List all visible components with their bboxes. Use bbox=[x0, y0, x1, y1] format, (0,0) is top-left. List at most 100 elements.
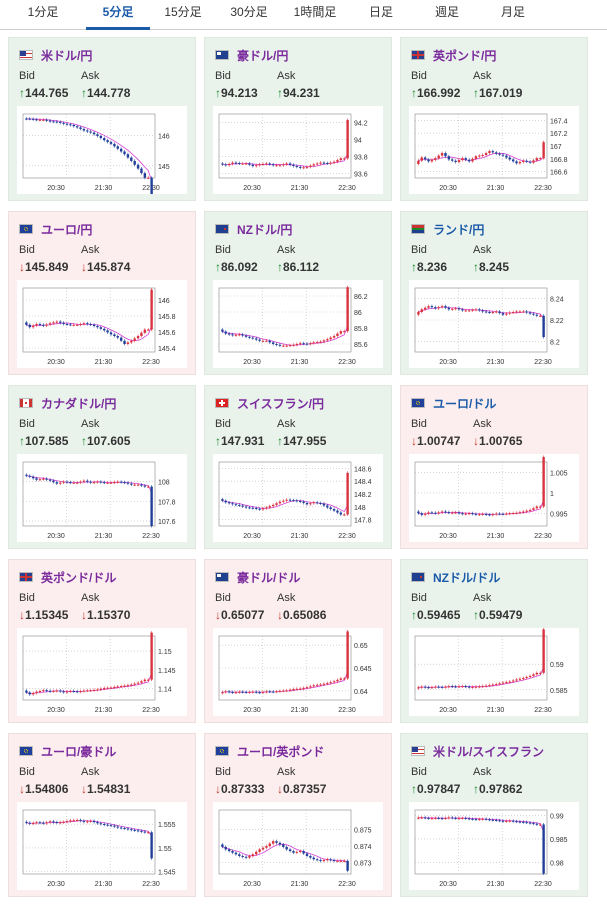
candle bbox=[319, 860, 322, 862]
rate-card[interactable]: 英ポンド/ドル Bid Ask ↓1.15345 ↓1.15370 1.15 1.145 1.… bbox=[8, 559, 196, 723]
tab-5[interactable]: 日足 bbox=[368, 5, 393, 19]
y-tick-label: 108 bbox=[158, 480, 170, 487]
rate-card[interactable]: 豪ドル/ドル Bid Ask ↓0.65077 ↓0.65086 0.65 0.645 0.6… bbox=[204, 559, 392, 723]
rate-card[interactable]: ユーロ/豪ドル Bid Ask ↓1.54806 ↓1.54831 1.555 1.55 1.… bbox=[8, 733, 196, 897]
pair-title[interactable]: 豪ドル/ドル bbox=[215, 570, 301, 585]
candle bbox=[72, 820, 75, 822]
ask-value: ↓1.54831 bbox=[81, 782, 131, 796]
tab-4[interactable]: 1時間足 bbox=[293, 5, 337, 19]
rate-card[interactable]: 豪ドル/円 Bid Ask ↑94.213 ↑94.231 94.2 94 93.8 93.6 2… bbox=[204, 37, 392, 201]
candle bbox=[123, 685, 126, 687]
rate-card[interactable]: スイスフラン/円 Bid Ask ↑147.931 ↑147.955 148.6 148.4… bbox=[204, 385, 392, 549]
candle bbox=[437, 512, 440, 514]
rate-card[interactable]: カナダドル/円 Bid Ask ↑107.585 ↑107.605 108 107.8 107… bbox=[8, 385, 196, 549]
candle bbox=[48, 821, 52, 823]
x-tick-label: 20:30 bbox=[47, 185, 65, 192]
y-tick-label: 0.875 bbox=[354, 828, 372, 835]
pair-title[interactable]: 米ドル/スイスフラン bbox=[411, 744, 544, 759]
rate-card[interactable]: ユーロ/ドル Bid Ask ↓1.00747 ↓1.00765 1.005 1 0.995 2… bbox=[400, 385, 588, 549]
candle bbox=[498, 513, 501, 515]
candle bbox=[251, 164, 255, 167]
rate-card[interactable]: ランド/円 Bid Ask ↑8.236 ↑8.245 8.24 8.22 8.2 20:30 2… bbox=[400, 211, 588, 375]
candle bbox=[69, 324, 72, 326]
pair-title[interactable]: カナダドル/円 bbox=[19, 396, 116, 411]
candle bbox=[55, 121, 59, 123]
tab-2[interactable]: 15分足 bbox=[164, 5, 202, 19]
candle bbox=[315, 684, 319, 686]
candle bbox=[312, 502, 315, 504]
candle bbox=[147, 486, 150, 488]
candle bbox=[275, 691, 278, 693]
candle bbox=[224, 500, 227, 503]
ask-label: Ask bbox=[81, 244, 100, 256]
pair-title[interactable]: ユーロ/豪ドル bbox=[19, 744, 116, 759]
pair-title[interactable]: 英ポンド/ドル bbox=[19, 570, 116, 585]
candle bbox=[326, 859, 329, 861]
x-tick-label: 20:30 bbox=[439, 185, 457, 192]
tab-3[interactable]: 30分足 bbox=[230, 5, 268, 19]
rate-card[interactable]: 米ドル/スイスフラン Bid Ask ↑0.97847 ↑0.97862 0.99 0.98… bbox=[400, 733, 588, 897]
rate-card[interactable]: NZドル/ドル Bid Ask ↑0.59465 ↑0.59479 0.59 0.585 20… bbox=[400, 559, 588, 723]
pair-title[interactable]: ユーロ/円 bbox=[19, 222, 92, 237]
candle bbox=[265, 163, 268, 165]
candle bbox=[25, 118, 28, 120]
tab-0[interactable]: 1分足 bbox=[27, 5, 59, 19]
tab-6[interactable]: 週足 bbox=[434, 5, 459, 19]
candle bbox=[86, 480, 89, 482]
moving-average-line bbox=[222, 500, 348, 512]
candle bbox=[454, 160, 457, 162]
candle bbox=[86, 323, 89, 325]
candle bbox=[319, 502, 322, 504]
candle bbox=[332, 860, 336, 862]
rate-card[interactable]: ユーロ/英ポンド Bid Ask ↓0.87333 ↓0.87357 0.875 0.874… bbox=[204, 733, 392, 897]
candle bbox=[471, 686, 474, 688]
pair-title[interactable]: 豪ドル/円 bbox=[215, 48, 288, 63]
rate-card[interactable]: ユーロ/円 Bid Ask ↓145.849 ↓145.874 146 145.8 145.6… bbox=[8, 211, 196, 375]
gb-flag bbox=[411, 50, 425, 60]
rate-card[interactable]: 英ポンド/円 Bid Ask ↑166.992 ↑167.019 167.4 167.2 16… bbox=[400, 37, 588, 201]
pair-title[interactable]: NZドル/円 bbox=[215, 222, 292, 237]
bid-label: Bid bbox=[411, 592, 427, 604]
candle bbox=[423, 686, 427, 688]
pair-title[interactable]: ランド/円 bbox=[411, 222, 484, 237]
candle bbox=[113, 825, 116, 827]
candle bbox=[346, 860, 349, 871]
candle bbox=[99, 135, 103, 139]
pair-title[interactable]: 英ポンド/円 bbox=[411, 48, 496, 63]
candle bbox=[143, 329, 147, 333]
candle bbox=[126, 685, 130, 687]
pair-title[interactable]: スイスフラン/円 bbox=[215, 396, 324, 411]
x-tick-label: 20:30 bbox=[243, 533, 261, 540]
pair-title[interactable]: 米ドル/円 bbox=[19, 48, 92, 63]
candle bbox=[231, 851, 234, 853]
arrow-down-icon: ↓ bbox=[411, 434, 417, 448]
tab-7[interactable]: 月足 bbox=[500, 5, 525, 19]
pair-title[interactable]: ユーロ/英ポンド bbox=[215, 744, 324, 759]
candle bbox=[38, 479, 42, 481]
chart-svg: 167.4 167.2 167 166.8 166.6 20:30 21:30 22:30 bbox=[414, 113, 568, 192]
candle bbox=[319, 162, 322, 164]
candle bbox=[28, 118, 31, 120]
candle bbox=[447, 156, 451, 160]
candle bbox=[48, 120, 52, 122]
candle bbox=[288, 345, 292, 347]
candle bbox=[312, 342, 315, 344]
bid-value: ↑0.97847 bbox=[411, 782, 461, 796]
tab-1[interactable]: 5分足 bbox=[86, 0, 150, 30]
candle bbox=[251, 691, 255, 693]
pair-title[interactable]: ユーロ/ドル bbox=[411, 396, 496, 411]
y-tick-label: 1.555 bbox=[158, 822, 176, 829]
pair-title[interactable]: NZドル/ドル bbox=[411, 570, 500, 585]
rate-card[interactable]: 米ドル/円 Bid Ask ↑144.765 ↑144.778 146 145 20:30 21… bbox=[8, 37, 196, 201]
candle bbox=[491, 151, 495, 153]
candle bbox=[539, 158, 542, 160]
candle bbox=[241, 505, 244, 507]
rate-card[interactable]: NZドル/円 Bid Ask ↑86.092 ↑86.112 86.2 86 85.8 85.6… bbox=[204, 211, 392, 375]
candle bbox=[119, 481, 123, 483]
candle bbox=[271, 342, 275, 344]
candle bbox=[305, 502, 309, 505]
pair-name: 豪ドル/ドル bbox=[237, 570, 301, 585]
candle bbox=[48, 479, 52, 481]
candle bbox=[72, 124, 75, 127]
candle bbox=[268, 506, 271, 508]
